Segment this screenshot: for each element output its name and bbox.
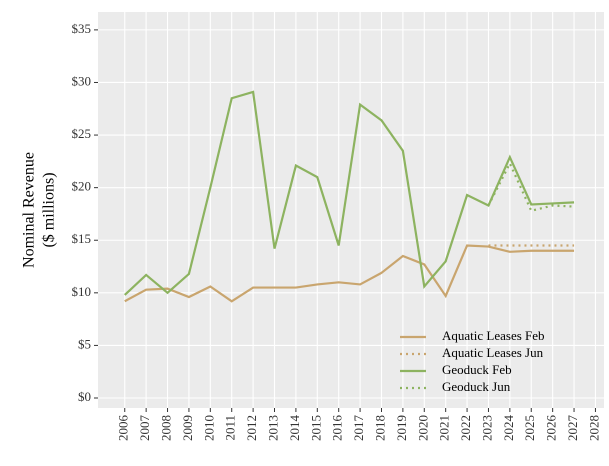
y-tick-label: $35 [72,21,92,36]
x-tick-label: 2022 [458,415,473,441]
y-tick-label: $5 [78,336,91,351]
x-tick-label: 2006 [116,415,131,442]
x-tick-label: 2009 [180,415,195,441]
x-tick-label: 2017 [351,415,366,442]
series-line [123,90,575,296]
x-tick-label: 2010 [201,415,216,441]
x-tick-label: 2015 [308,415,323,441]
x-tick-label: 2018 [372,415,387,441]
x-tick-label: 2019 [394,415,409,441]
x-tick-label: 2024 [501,415,516,442]
x-tick-label: 2008 [159,415,174,441]
series-line [124,244,575,303]
x-tick-label: 2016 [330,415,345,442]
x-tick-label: 2026 [544,415,559,442]
x-tick-label: 2011 [223,415,238,441]
y-tick-label: $30 [72,73,92,88]
plot-panel [98,12,604,408]
series-line [487,160,575,213]
y-tick-label: $25 [72,126,92,141]
x-tick-label: 2020 [415,415,430,441]
x-tick-label: 2025 [522,415,537,441]
y-tick-label: $20 [72,179,92,194]
y-axis-label: ($ millions) [41,172,58,247]
x-tick-label: 2013 [265,415,280,441]
legend-label: Aquatic Leases Feb [442,328,545,343]
x-tick-label: 2023 [479,415,494,441]
x-tick-label: 2007 [137,415,152,442]
legend-label: Aquatic Leases Jun [442,345,544,360]
y-tick-label: $15 [72,231,92,246]
x-tick-label: 2012 [244,415,259,441]
y-tick-label: $10 [72,284,92,299]
x-tick-label: 2027 [565,415,580,442]
legend-label: Geoduck Feb [442,362,512,377]
x-tick-label: 2014 [287,415,302,442]
legend-label: Geoduck Jun [442,379,511,394]
y-axis-label: Nominal Revenue [21,152,38,268]
y-tick-label: $0 [78,389,91,404]
x-tick-label: 2028 [586,415,601,441]
x-tick-label: 2021 [437,415,452,441]
